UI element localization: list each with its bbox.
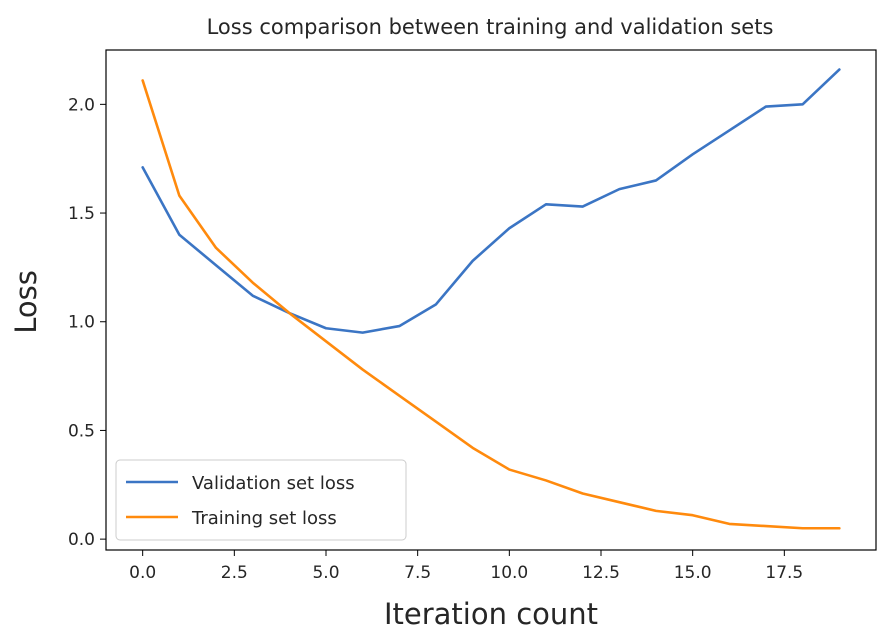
x-tick-label: 2.5 [221, 563, 248, 583]
series-layer [141, 68, 841, 530]
x-tick-label: 7.5 [404, 563, 431, 583]
legend-box [115, 459, 407, 541]
x-axis-label: Iteration count [384, 597, 598, 631]
legend: Validation set loss Training set loss [115, 459, 407, 541]
y-tick-label: 1.5 [68, 204, 95, 224]
x-tick-label: 15.0 [674, 563, 712, 583]
legend-label: Validation set loss [192, 473, 355, 494]
x-tick-label: 10.0 [490, 563, 528, 583]
y-tick-label: 1.0 [68, 313, 95, 333]
x-tick-label: 12.5 [582, 563, 620, 583]
plot-frame [105, 49, 877, 551]
y-axis: 0.0 0.5 1.0 1.5 2.0 [68, 95, 106, 550]
y-tick-label: 0.0 [68, 530, 95, 550]
x-axis: 0.0 2.5 5.0 7.5 10.0 12.5 15.0 17.5 [129, 550, 803, 583]
x-tick-label: 5.0 [312, 563, 339, 583]
y-tick-label: 2.0 [68, 95, 95, 115]
y-axis-label: Loss [9, 270, 43, 334]
y-tick-label: 0.5 [68, 421, 95, 441]
legend-label: Training set loss [191, 508, 337, 529]
series-line-0 [141, 68, 841, 334]
x-tick-label: 0.0 [129, 563, 156, 583]
x-tick-label: 17.5 [765, 563, 803, 583]
series-line-1 [141, 79, 841, 530]
chart-title: Loss comparison between training and val… [207, 15, 774, 39]
